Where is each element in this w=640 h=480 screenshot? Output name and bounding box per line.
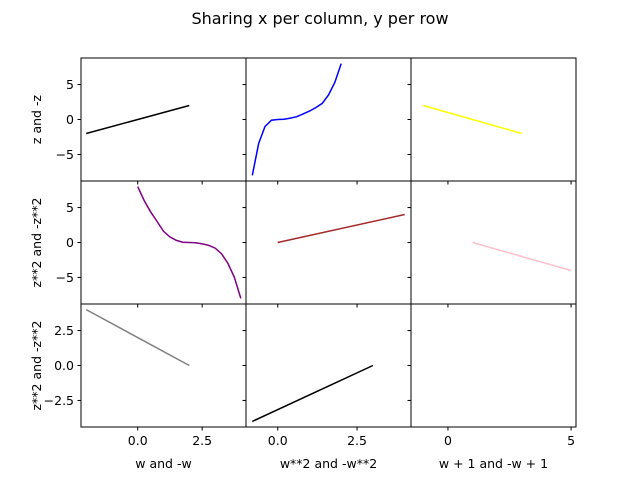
- subplot-1-0: 5 0 −5 z**2 and -z**2: [29, 180, 247, 308]
- x-tick-label: 5: [567, 433, 575, 448]
- axes-frame: [410, 303, 577, 428]
- y-tick-label: 0: [66, 112, 74, 127]
- subplot-0-1: [242, 57, 412, 185]
- x-axis-label: w and -w: [135, 456, 191, 471]
- subplot-2-1: 0.0 2.5 w**2 and -w**2: [242, 303, 412, 471]
- series-line: [137, 186, 242, 299]
- x-tick-label: 0: [444, 433, 452, 448]
- series-line: [423, 104, 523, 135]
- y-axis-label: z**2 and -z**2: [29, 197, 44, 287]
- y-tick-label: 5: [66, 200, 74, 215]
- subplot-2-2: 0 5 w + 1 and -w + 1: [407, 303, 577, 471]
- subplot-0-0: 5 0 −5 z and -z: [29, 57, 247, 185]
- y-tick-label: −5: [56, 147, 74, 162]
- subplot-1-1: [242, 180, 412, 308]
- figure-title: Sharing x per column, y per row: [191, 9, 448, 28]
- y-axis-label: z and -z: [29, 95, 44, 145]
- axes-frame: [245, 303, 412, 428]
- x-tick-label: 2.5: [347, 433, 367, 448]
- y-tick-label: 0.0: [54, 358, 74, 373]
- x-tick-label: 0.0: [128, 433, 148, 448]
- x-tick-label: 0.0: [268, 433, 288, 448]
- series-line: [251, 364, 374, 423]
- axes-frame: [245, 180, 412, 305]
- series-line: [86, 104, 190, 135]
- subplot-1-2: [407, 180, 577, 308]
- y-tick-label: 0: [66, 235, 74, 250]
- subplot-2-0: 2.50.0−2.50.0 2.5w and -wz**2 and -z**2: [29, 303, 247, 471]
- axes-frame: [410, 180, 577, 305]
- y-tick-label: 2.5: [54, 323, 74, 338]
- series-line: [251, 63, 342, 176]
- subplot-0-2: [407, 57, 577, 185]
- y-tick-label: −2.5: [44, 393, 74, 408]
- y-axis-label: z**2 and -z**2: [29, 320, 44, 410]
- axes-frame: [80, 303, 247, 428]
- axes-frame: [80, 180, 247, 305]
- series-line: [277, 213, 405, 244]
- series-line: [85, 308, 190, 367]
- x-axis-label: w**2 and -w**2: [280, 456, 377, 471]
- axes-frame: [410, 57, 577, 182]
- series-line: [472, 241, 572, 272]
- axes-frame: [245, 57, 412, 182]
- subplot-grid: 5 0 −5 z and -z 5 0 −5 z**2 and -z**2 2.5 0.0 −2.5…: [29, 57, 577, 471]
- x-tick-label: 2.5: [192, 433, 212, 448]
- y-tick-label: 5: [66, 77, 74, 92]
- y-tick-label: −5: [56, 270, 74, 285]
- axes-frame: [80, 57, 247, 182]
- x-axis-label: w + 1 and -w + 1: [439, 456, 548, 471]
